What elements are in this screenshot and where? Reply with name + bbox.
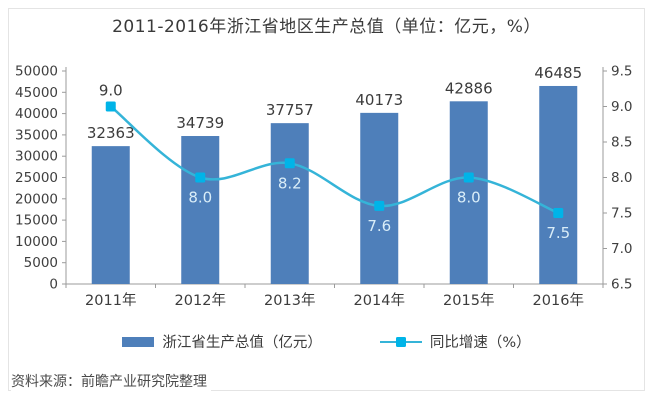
bar [449, 101, 488, 285]
bar [360, 112, 399, 284]
left-axis-tick-label: 50000 [15, 64, 58, 80]
left-axis-tick-label: 45000 [15, 85, 58, 101]
bar-value-label: 42886 [445, 79, 493, 97]
line-marker [195, 172, 206, 183]
line-value-label: 8.2 [278, 174, 302, 192]
left-axis-tick-label: 10000 [15, 234, 58, 250]
bar-series-swatch [122, 336, 155, 347]
right-axis-tick-label: 7.5 [611, 206, 632, 222]
chart-panel: 2011-2016年浙江省地区生产总值（单位：亿元，%） 0 5000 10000 1… [8, 8, 645, 395]
left-axis-tick-label: 5000 [24, 255, 58, 271]
combo-chart-svg: 0 5000 10000 15000 20000 25000 30000 35000 40000… [15, 64, 632, 310]
line-series-swatch [379, 336, 422, 348]
bar [270, 123, 309, 284]
x-axis-category-label: 2011年 [85, 292, 136, 309]
right-axis-tick-label: 8.0 [611, 170, 632, 186]
line-value-label: 8.0 [188, 189, 212, 207]
x-axis-category-label: 2015年 [443, 292, 494, 309]
line-value-label: 7.6 [367, 217, 391, 235]
bar [91, 146, 130, 284]
legend-item-growth: 同比增速（%） [379, 331, 531, 352]
left-axis-tick-label: 40000 [15, 106, 58, 122]
bar-value-label: 34739 [176, 114, 224, 132]
legend-label-gdp: 浙江省生产总值（亿元） [162, 335, 322, 351]
line-value-label: 9.0 [99, 82, 123, 100]
line-value-label: 8.0 [457, 189, 481, 207]
right-axis-tick-label: 7.0 [611, 241, 632, 257]
legend: 浙江省生产总值（亿元） 同比增速（%） [9, 331, 644, 352]
line-value-label: 7.5 [546, 224, 570, 242]
legend-label-growth: 同比增速（%） [429, 335, 531, 351]
bar-value-label: 40173 [355, 91, 403, 109]
x-axis-category-label: 2012年 [175, 292, 226, 309]
bar [539, 85, 578, 284]
source-note: 资料来源：前瞻产业研究院整理 [11, 369, 211, 395]
line-swatch-marker [395, 336, 406, 347]
right-axis-tick-label: 9.5 [611, 64, 632, 80]
chart-area: 0 5000 10000 15000 20000 25000 30000 35000 40000… [9, 9, 644, 321]
left-axis-tick-label: 15000 [15, 213, 58, 229]
left-axis-tick-label: 0 [49, 277, 58, 293]
left-axis-tick-label: 20000 [15, 191, 58, 207]
right-axis-tick-label: 8.5 [611, 135, 632, 151]
line-marker [374, 200, 385, 211]
left-axis-tick-label: 30000 [15, 149, 58, 165]
right-axis-tick-label: 9.0 [611, 99, 632, 115]
bar-value-label: 37757 [266, 101, 314, 119]
bar-value-label: 46485 [534, 64, 582, 82]
left-axis-tick-label: 25000 [15, 170, 58, 186]
line-marker [284, 158, 295, 169]
right-axis-tick-label: 6.5 [611, 277, 632, 293]
bar [181, 136, 220, 284]
left-axis-tick-label: 35000 [15, 127, 58, 143]
bar-value-label: 32363 [87, 124, 135, 142]
legend-item-gdp: 浙江省生产总值（亿元） [122, 331, 322, 352]
chart-title: 2011-2016年浙江省地区生产总值（单位：亿元，%） [112, 17, 541, 37]
line-marker [105, 101, 116, 112]
line-marker [463, 172, 474, 183]
x-axis-category-label: 2016年 [533, 292, 584, 309]
line-marker [553, 208, 564, 218]
x-axis-category-label: 2014年 [354, 292, 405, 309]
x-axis-category-label: 2013年 [264, 292, 315, 309]
